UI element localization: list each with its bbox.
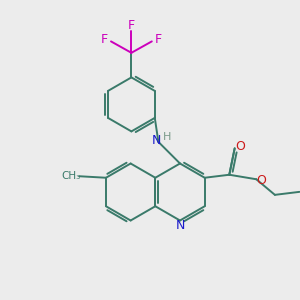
Text: H: H (163, 131, 172, 142)
Text: F: F (101, 33, 108, 46)
Text: O: O (235, 140, 245, 153)
Text: F: F (155, 33, 162, 46)
Text: N: N (151, 134, 161, 148)
Text: CH₃: CH₃ (61, 171, 81, 181)
Text: F: F (128, 19, 135, 32)
Text: O: O (257, 174, 267, 187)
Text: N: N (175, 219, 185, 232)
